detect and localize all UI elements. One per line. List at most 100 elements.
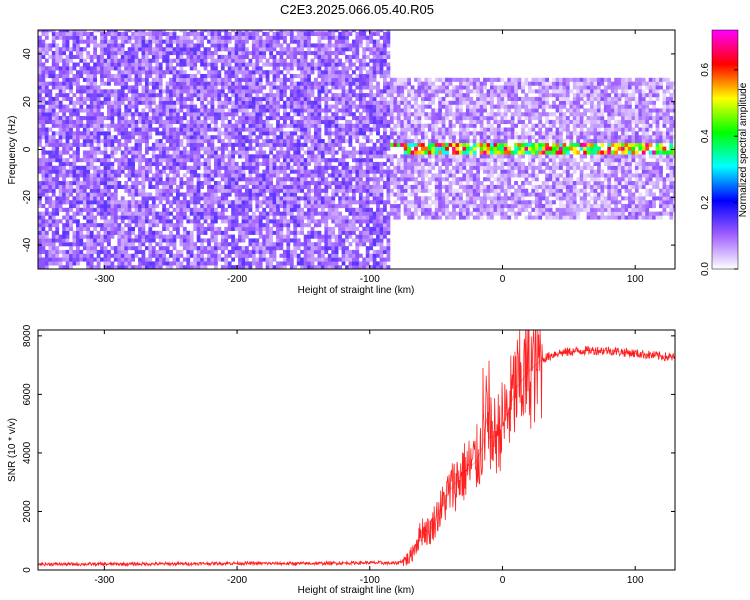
heatmap-cell <box>234 77 239 82</box>
heatmap-cell <box>276 139 280 144</box>
heatmap-cell <box>186 47 191 52</box>
heatmap-cell <box>338 146 342 151</box>
heatmap-cell <box>55 150 60 155</box>
heatmap-cell <box>203 30 208 33</box>
heatmap-cell <box>241 230 246 235</box>
heatmap-cell <box>162 234 166 239</box>
heatmap-cell <box>124 142 129 147</box>
heatmap-cell <box>110 77 115 82</box>
heatmap-cell <box>220 177 225 182</box>
heatmap-cell <box>310 196 315 201</box>
heatmap-cell <box>89 249 94 254</box>
heatmap-cell <box>286 51 291 56</box>
heatmap-cell <box>165 116 170 121</box>
heatmap-cell <box>265 219 270 224</box>
heatmap-cell <box>310 30 315 33</box>
heatmap-cell <box>283 192 287 197</box>
heatmap-cell <box>162 226 166 231</box>
heatmap-cell <box>76 108 80 113</box>
heatmap-cell <box>279 253 284 258</box>
heatmap-cell <box>141 192 146 197</box>
heatmap-cell <box>352 81 356 86</box>
heatmap-cell <box>327 131 332 136</box>
heatmap-cell <box>210 257 215 262</box>
heatmap-cell <box>272 108 277 113</box>
heatmap-cell <box>214 192 218 197</box>
heatmap-cell <box>58 204 63 209</box>
heatmap-cell <box>131 238 135 243</box>
heatmap-cell <box>89 77 94 82</box>
heatmap-cell <box>341 169 346 174</box>
heatmap-cell <box>352 165 356 170</box>
heatmap-cell <box>189 158 194 163</box>
heatmap-cell <box>210 30 215 33</box>
heatmap-cell <box>262 184 267 189</box>
heatmap-cell <box>69 181 73 186</box>
heatmap-cell <box>155 85 160 90</box>
heatmap-cell <box>176 207 180 212</box>
heatmap-cell <box>38 226 42 231</box>
heatmap-cell <box>162 184 166 189</box>
heatmap-cell <box>227 226 232 231</box>
heatmap-cell <box>48 242 53 247</box>
heatmap-cell <box>58 249 63 254</box>
heatmap-cell <box>248 226 253 231</box>
heatmap-cell <box>162 207 166 212</box>
heatmap-cell <box>117 112 122 117</box>
heatmap-cell <box>62 62 66 67</box>
heatmap-cell <box>241 146 246 151</box>
heatmap-cell <box>69 135 73 140</box>
heatmap-cell <box>200 58 204 63</box>
heatmap-cell <box>69 54 73 59</box>
heatmap-cell <box>224 242 229 247</box>
heatmap-cell <box>120 169 125 174</box>
heatmap-cell <box>293 215 298 220</box>
heatmap-cell <box>338 169 342 174</box>
heatmap-cell <box>358 96 363 101</box>
heatmap-cell <box>76 219 80 224</box>
heatmap-cell <box>345 226 349 231</box>
heatmap-cell <box>307 135 311 140</box>
heatmap-cell <box>82 150 87 155</box>
heatmap-cell <box>179 81 184 86</box>
heatmap-cell <box>120 226 125 231</box>
heatmap-cell <box>231 58 235 63</box>
heatmap-cell <box>310 150 315 155</box>
heatmap-cell <box>169 62 173 67</box>
heatmap-cell <box>355 127 360 132</box>
heatmap-cell <box>258 119 263 124</box>
heatmap-cell <box>217 184 222 189</box>
heatmap-cell <box>138 31 142 36</box>
heatmap-cell <box>279 93 284 98</box>
heatmap-cell <box>227 242 232 247</box>
heatmap-cell <box>165 47 170 52</box>
heatmap-cell <box>131 184 135 189</box>
heatmap-cell <box>48 188 53 193</box>
heatmap-cell <box>286 31 291 36</box>
heatmap-cell <box>272 192 277 197</box>
heatmap-cell <box>258 230 263 235</box>
heatmap-cell <box>317 116 322 121</box>
heatmap-cell <box>276 135 280 140</box>
heatmap-cell <box>362 81 367 86</box>
heatmap-cell <box>182 238 187 243</box>
heatmap-cell <box>296 74 301 79</box>
heatmap-cell <box>272 207 277 212</box>
heatmap-cell <box>365 211 370 216</box>
heatmap-cell <box>162 47 166 52</box>
heatmap-cell <box>162 253 166 258</box>
heatmap-cell <box>158 93 163 98</box>
heatmap-cell <box>127 139 132 144</box>
heatmap-cell <box>331 93 336 98</box>
heatmap-cell <box>220 146 225 151</box>
heatmap-cell <box>334 249 339 254</box>
heatmap-cell <box>217 246 222 251</box>
heatmap-cell <box>124 265 129 269</box>
heatmap-cell <box>169 112 173 117</box>
heatmap-cell <box>355 169 360 174</box>
heatmap-cell <box>145 51 149 56</box>
heatmap-cell <box>82 70 87 75</box>
heatmap-cell <box>331 226 336 231</box>
heatmap-cell <box>217 70 222 75</box>
heatmap-cell <box>283 150 287 155</box>
